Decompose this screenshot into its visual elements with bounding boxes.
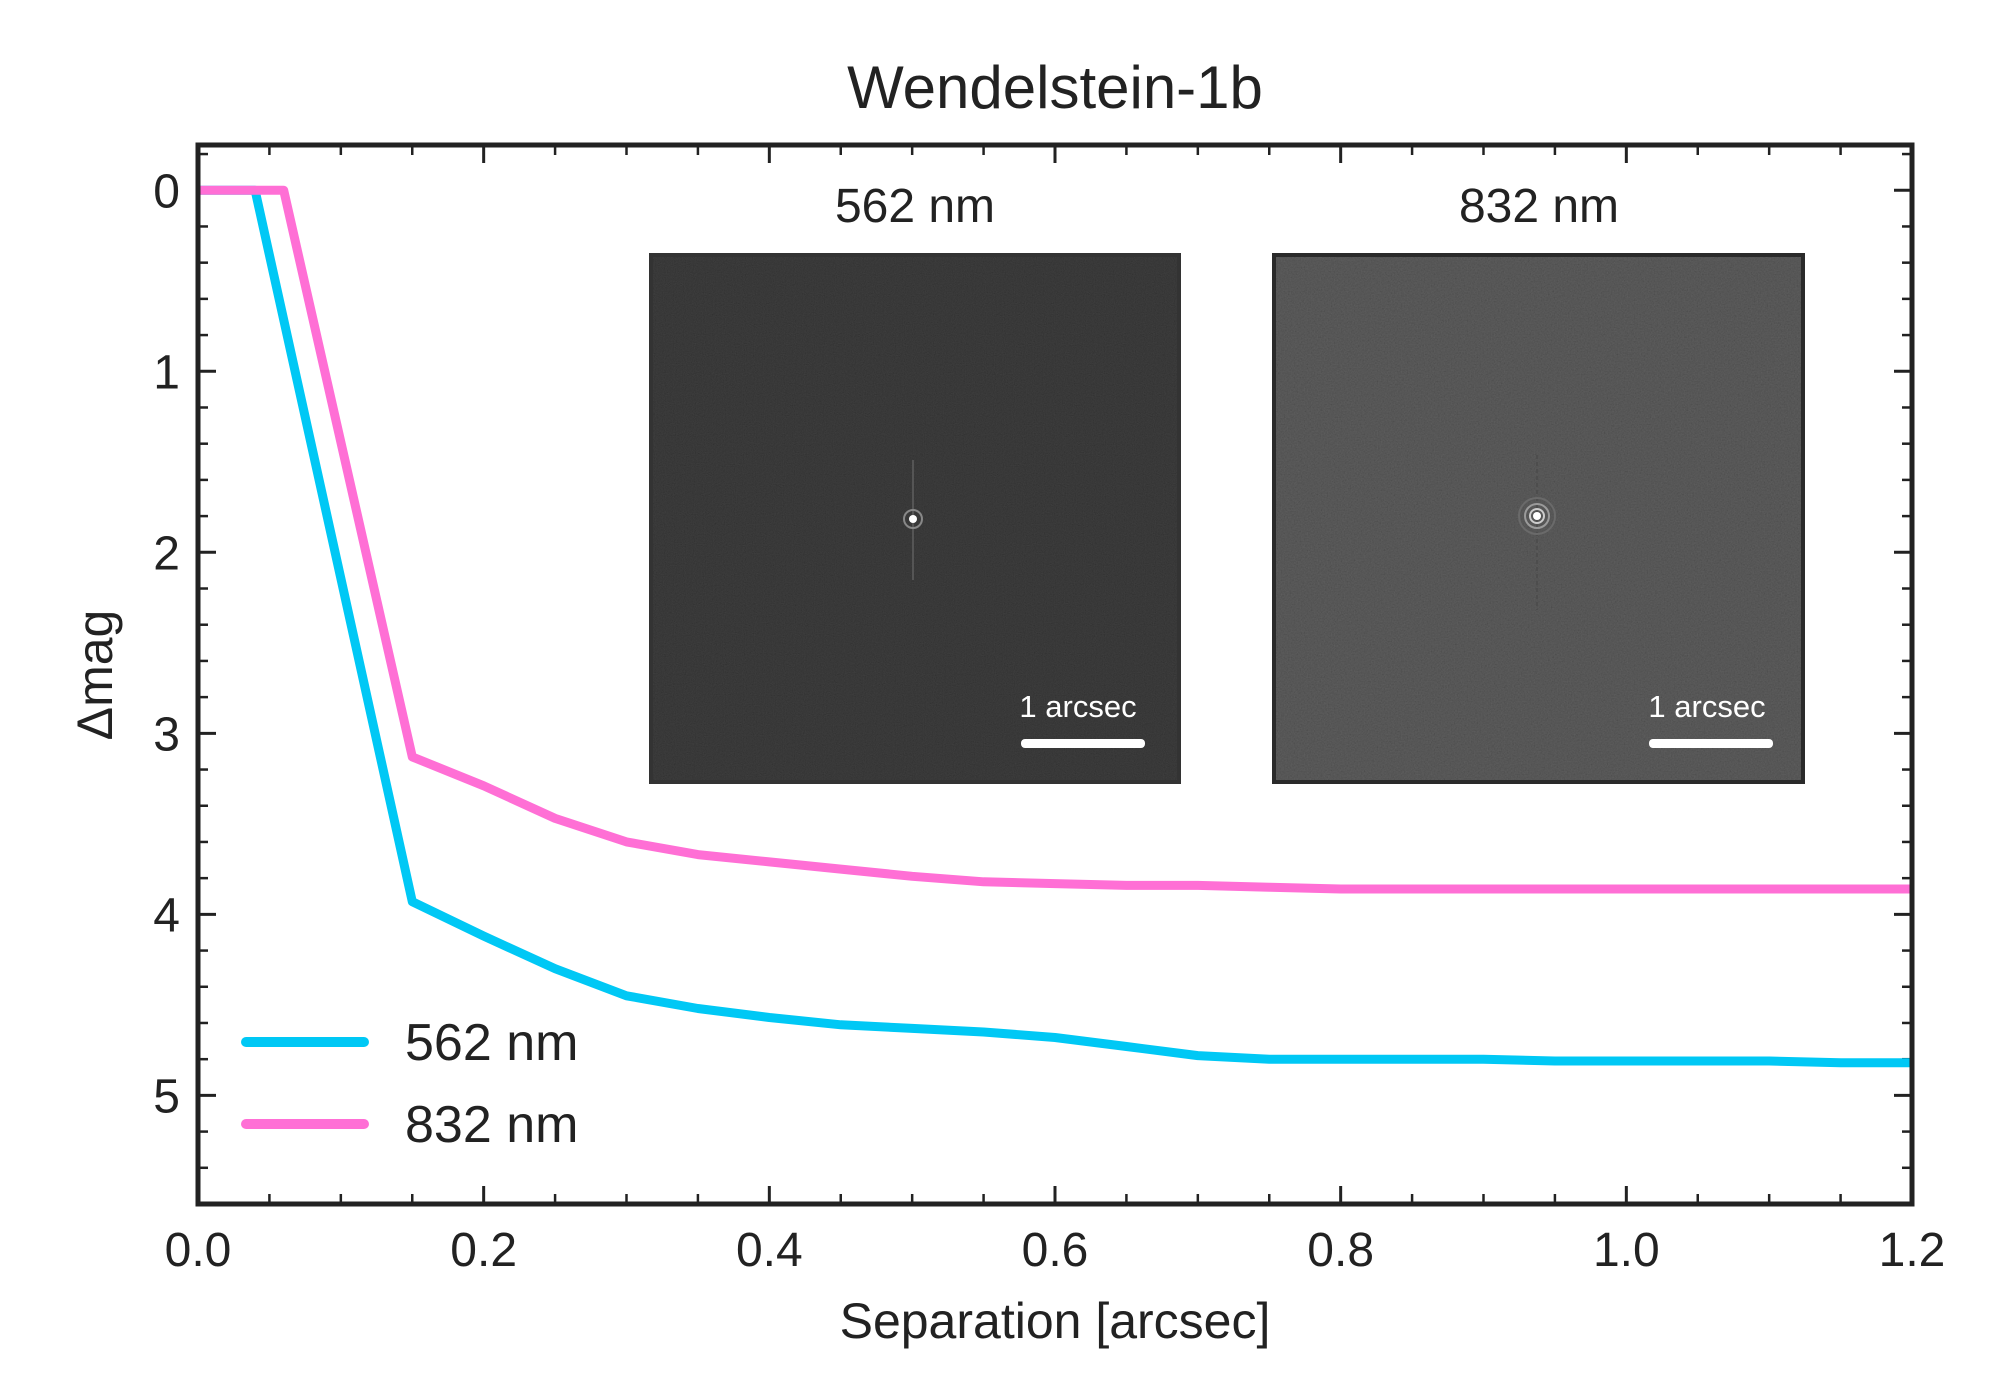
x-tick-label: 1.2 <box>1879 1224 1946 1277</box>
inset-562-label: 562 nm <box>835 180 995 233</box>
legend: 562 nm 832 nm <box>241 1014 578 1154</box>
x-axis-label: Separation [arcsec] <box>840 1293 1271 1349</box>
inset-562-ring <box>903 509 923 529</box>
y-tick-label: 5 <box>153 1070 180 1123</box>
inset-562-scale-bar <box>1021 739 1145 748</box>
inset-832-scale-bar <box>1649 739 1773 748</box>
y-axis-label: Δmag <box>67 610 123 741</box>
y-tick-label: 0 <box>153 165 180 218</box>
plot-frame <box>195 142 1915 1207</box>
inset-562-scale-label: 1 arcsec <box>1019 689 1136 724</box>
x-tick-label: 1.0 <box>1593 1224 1660 1277</box>
x-tick-label: 0.6 <box>1022 1224 1089 1277</box>
chart-title: Wendelstein-1b <box>847 54 1263 121</box>
x-tick-label: 0.8 <box>1307 1224 1374 1277</box>
inset-562: 562 nm 1 arcsec <box>649 180 1181 784</box>
y-tick-label: 2 <box>153 527 180 580</box>
inset-832-label: 832 nm <box>1459 180 1619 233</box>
x-tick-label: 0.2 <box>450 1224 517 1277</box>
inset-832-ring-outer <box>1518 497 1556 535</box>
y-tick-label: 1 <box>153 346 180 399</box>
y-tick-label: 3 <box>153 708 180 761</box>
series-line-832-nm <box>198 185 1912 894</box>
series-line-562-nm <box>198 185 1912 1068</box>
x-tick-label: 0.0 <box>165 1224 232 1277</box>
inset-832: 832 nm 1 arcsec <box>1272 180 1805 784</box>
axis-tick-labels: 0.0 0.2 0.4 0.6 0.8 1.0 1.2 0 1 2 3 4 5 <box>153 165 1945 1277</box>
legend-label-832: 832 nm <box>405 1096 578 1154</box>
y-tick-label: 4 <box>153 889 180 942</box>
data-series <box>198 185 1912 1068</box>
inset-832-scale-label: 1 arcsec <box>1648 689 1765 724</box>
inset-562-star <box>909 515 917 523</box>
inset-832-ring-inner <box>1529 508 1545 524</box>
inset-832-star <box>1533 512 1541 520</box>
inset-832-ring-mid <box>1524 503 1550 529</box>
legend-label-562: 562 nm <box>405 1014 578 1072</box>
x-tick-label: 0.4 <box>736 1224 803 1277</box>
